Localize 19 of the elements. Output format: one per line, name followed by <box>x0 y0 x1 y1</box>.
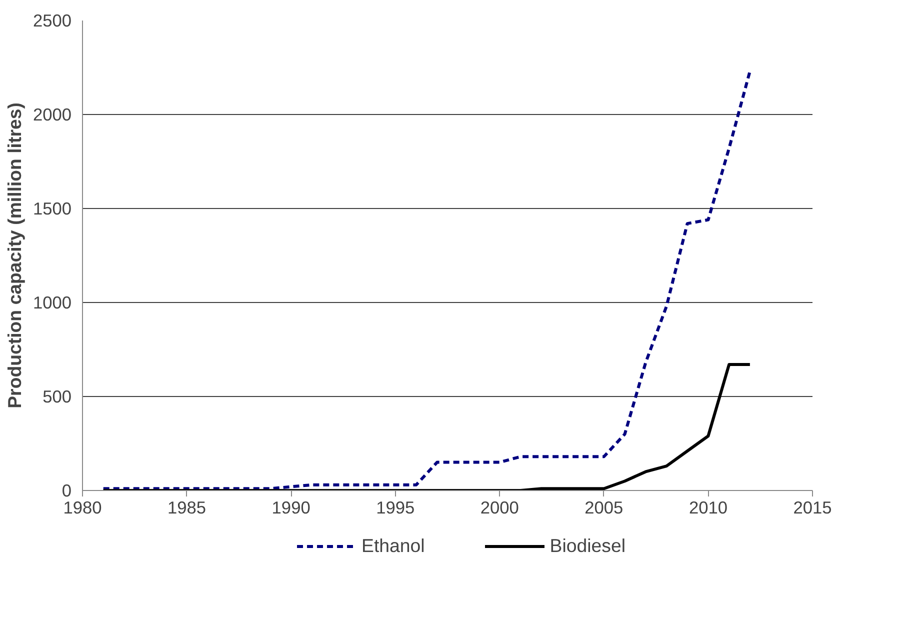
y-tick-label: 1000 <box>32 292 72 312</box>
x-tick-label: 2005 <box>584 498 624 518</box>
y-tick-label: 1500 <box>32 198 72 218</box>
x-tick-label: 2010 <box>688 498 728 518</box>
y-tick-label: 0 <box>62 480 72 500</box>
y-tick-label: 2000 <box>32 104 72 124</box>
legend-label: Biodiesel <box>550 535 626 557</box>
y-tick-label: 2500 <box>32 10 72 30</box>
x-tick-label: 1990 <box>272 498 310 518</box>
x-tick-label: 2000 <box>480 498 519 518</box>
y-axis-title: Production capacity (million litres) <box>4 102 25 408</box>
legend-label: Ethanol <box>362 535 425 557</box>
x-tick-label: 2015 <box>793 498 832 518</box>
x-tick-label: 1995 <box>376 498 415 518</box>
x-tick-label: 1985 <box>168 498 206 518</box>
line-series <box>102 363 752 490</box>
line-series <box>102 70 752 490</box>
x-tick-label: 1980 <box>63 498 102 518</box>
y-tick-label: 500 <box>42 386 72 406</box>
